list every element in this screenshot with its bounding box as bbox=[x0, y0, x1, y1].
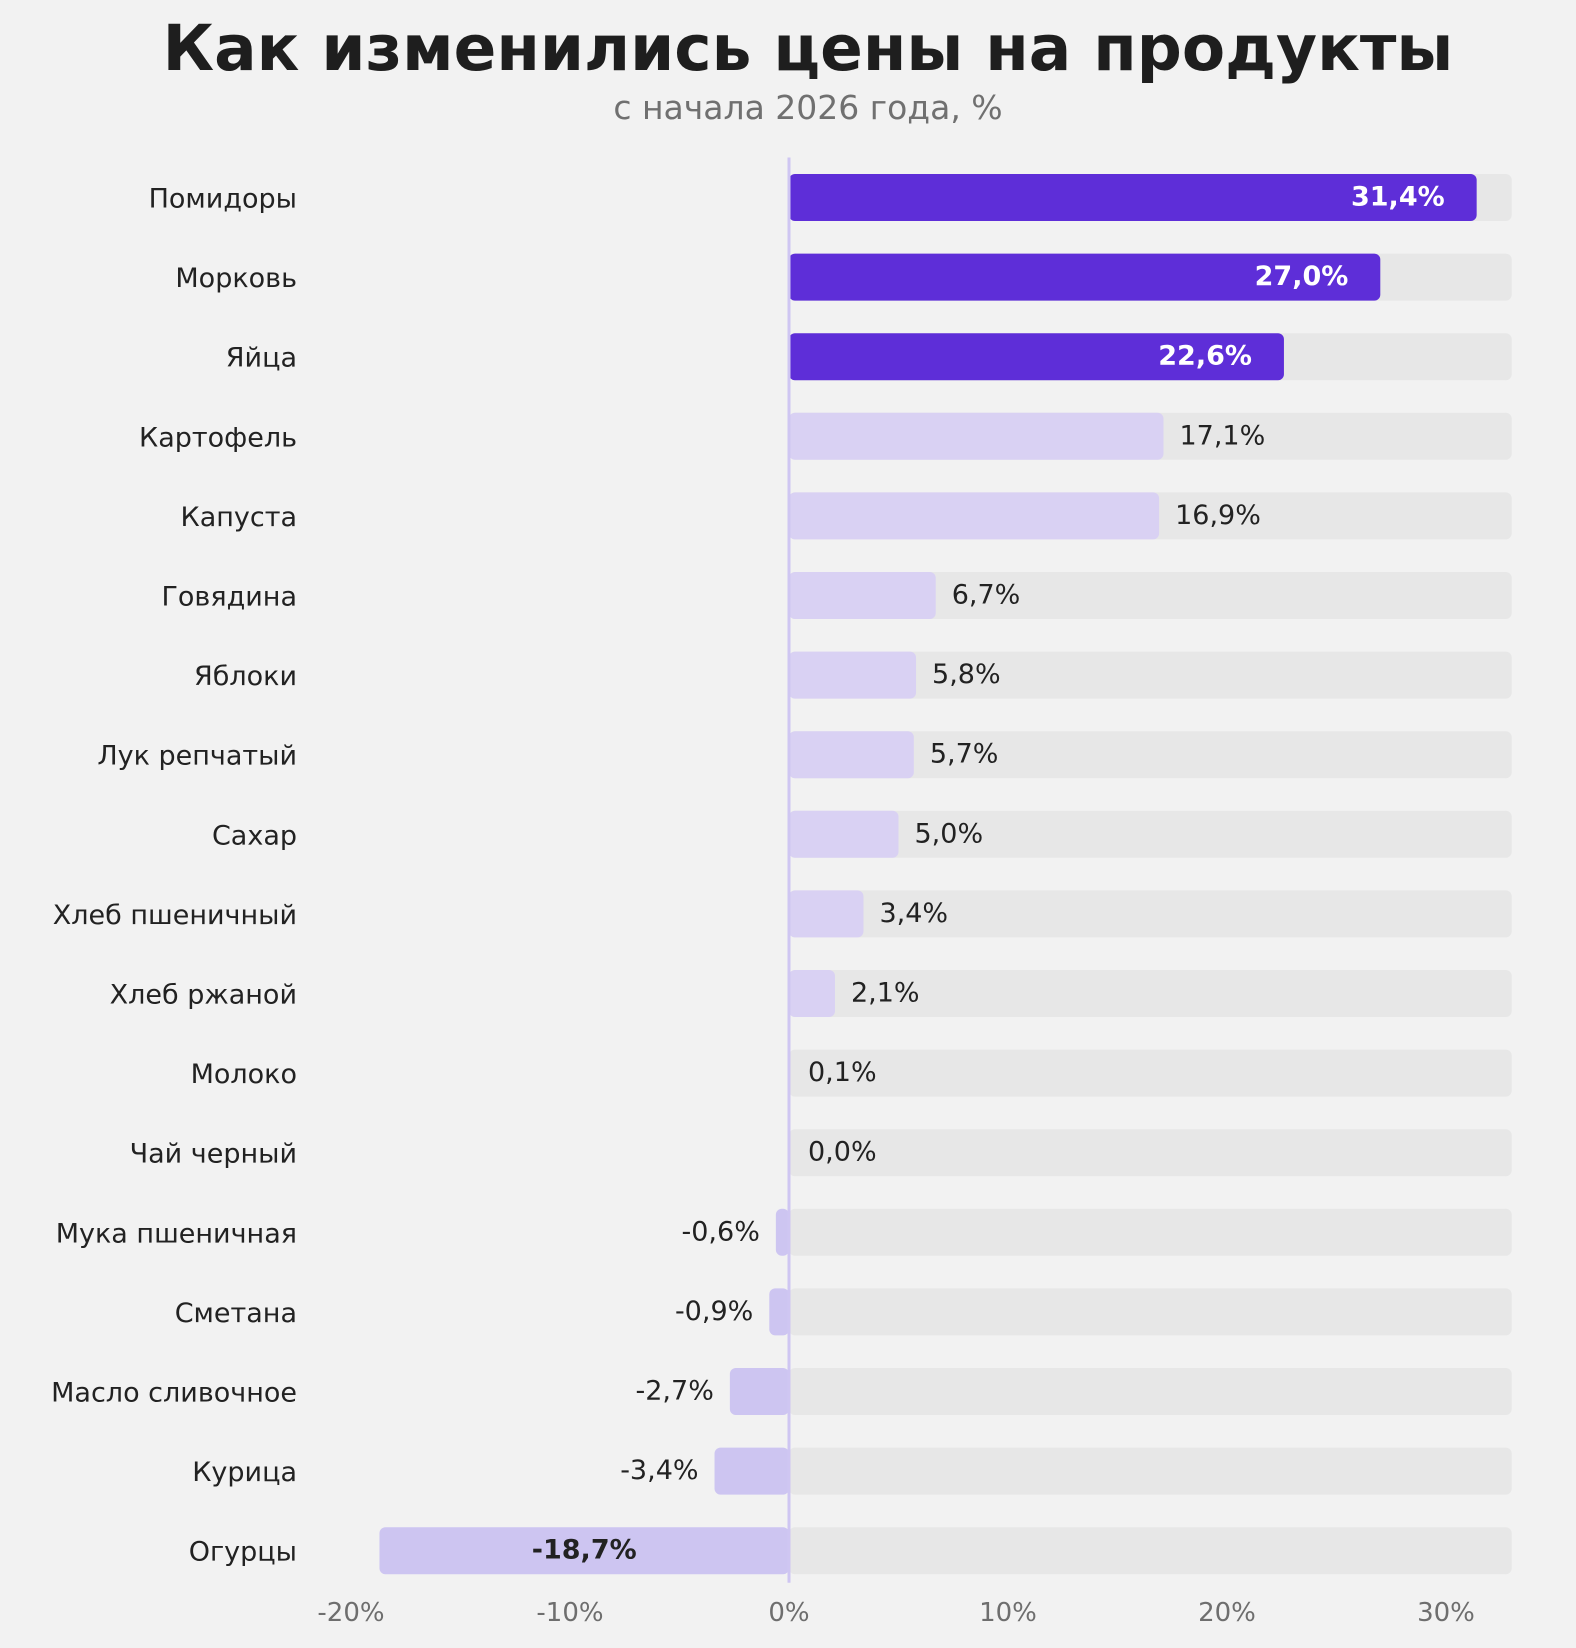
category-labels: Помидоры Морковь Яйца Картофель Капуста Говяд… bbox=[51, 184, 297, 1568]
x-axis-ticks: -20% -10% 0% 10% 20% 30% bbox=[317, 1598, 1474, 1628]
bar-15 bbox=[769, 1288, 789, 1336]
x-tick-label: -20% bbox=[317, 1598, 384, 1628]
category-label: Морковь bbox=[175, 263, 297, 294]
bar-track bbox=[789, 970, 1512, 1017]
value-label: 6,7% bbox=[952, 580, 1021, 611]
bar-track bbox=[789, 1129, 1512, 1177]
category-label: Яблоки bbox=[194, 661, 297, 692]
category-label: Огурцы bbox=[189, 1537, 297, 1568]
bar-5 bbox=[789, 492, 1160, 540]
bar-track bbox=[789, 890, 1512, 938]
bar-17 bbox=[714, 1447, 789, 1495]
bar-track bbox=[789, 651, 1512, 699]
bar-16 bbox=[729, 1368, 789, 1415]
bar-11 bbox=[789, 970, 835, 1017]
category-label: Масло сливочное bbox=[51, 1378, 297, 1409]
bar-track bbox=[789, 1208, 1512, 1256]
value-label: 5,8% bbox=[932, 659, 1001, 690]
value-label: -2,7% bbox=[636, 1376, 714, 1407]
bar-9 bbox=[789, 810, 899, 858]
chart-subtitle: с начала 2026 года, % bbox=[613, 88, 1002, 127]
value-label: 27,0% bbox=[1255, 261, 1349, 292]
category-label: Сахар bbox=[212, 820, 297, 851]
bar-2 bbox=[789, 253, 1381, 301]
bar-6 bbox=[789, 572, 936, 619]
value-label: 16,9% bbox=[1175, 500, 1261, 531]
bar-tracks bbox=[789, 174, 1512, 1575]
bar-8 bbox=[789, 731, 914, 779]
bar-track bbox=[789, 1049, 1512, 1097]
category-label: Сметана bbox=[175, 1298, 297, 1329]
category-label: Помидоры bbox=[149, 184, 297, 215]
category-label: Хлеб ржаной bbox=[110, 980, 297, 1011]
value-label: 22,6% bbox=[1158, 341, 1252, 372]
value-label: 0,1% bbox=[808, 1057, 877, 1088]
bar-7 bbox=[789, 651, 917, 699]
x-tick-label: 20% bbox=[1198, 1598, 1256, 1628]
category-label: Курица bbox=[192, 1457, 297, 1488]
bar-14 bbox=[775, 1208, 789, 1256]
category-label: Чай черный bbox=[130, 1139, 297, 1170]
value-label: -0,6% bbox=[682, 1216, 760, 1247]
bars bbox=[379, 174, 1477, 1575]
bar-1 bbox=[789, 174, 1477, 221]
value-label: 5,0% bbox=[915, 818, 984, 849]
bar-3 bbox=[789, 333, 1284, 381]
category-label: Картофель bbox=[139, 422, 297, 453]
chart-title: Как изменились цены на продукты bbox=[163, 12, 1454, 85]
x-tick-label: -10% bbox=[536, 1598, 603, 1628]
value-label: 2,1% bbox=[851, 978, 920, 1009]
category-label: Яйца bbox=[226, 343, 297, 374]
category-label: Молоко bbox=[191, 1059, 297, 1090]
value-label: 17,1% bbox=[1179, 420, 1265, 451]
bar-track bbox=[789, 1288, 1512, 1336]
category-label: Хлеб пшеничный bbox=[53, 900, 297, 931]
category-label: Мука пшеничная bbox=[56, 1218, 297, 1249]
value-label: 5,7% bbox=[930, 739, 999, 770]
category-label: Лук репчатый bbox=[97, 741, 297, 772]
bar-track bbox=[789, 572, 1512, 619]
bar-10 bbox=[789, 890, 864, 938]
bar-track bbox=[789, 1527, 1512, 1575]
bar-4 bbox=[789, 412, 1164, 460]
bar-18 bbox=[379, 1527, 789, 1575]
value-label: 0,0% bbox=[808, 1137, 877, 1168]
value-label: -18,7% bbox=[532, 1535, 637, 1566]
value-label: -0,9% bbox=[675, 1296, 753, 1327]
bar-track bbox=[789, 1447, 1512, 1495]
bar-track bbox=[789, 810, 1512, 858]
x-tick-label: 0% bbox=[768, 1598, 809, 1628]
value-label: -3,4% bbox=[620, 1455, 698, 1486]
value-label: 3,4% bbox=[879, 898, 948, 929]
value-label: 31,4% bbox=[1351, 182, 1445, 213]
x-tick-label: 30% bbox=[1417, 1598, 1475, 1628]
category-label: Капуста bbox=[181, 502, 297, 533]
x-tick-label: 10% bbox=[979, 1598, 1037, 1628]
bar-track bbox=[789, 1368, 1512, 1415]
value-labels: 31,4% 27,0% 22,6% 17,1% 16,9% 6,7% 5,8% 5,7% 5,0… bbox=[532, 182, 1445, 1566]
bar-track bbox=[789, 731, 1512, 779]
category-label: Говядина bbox=[161, 582, 297, 613]
